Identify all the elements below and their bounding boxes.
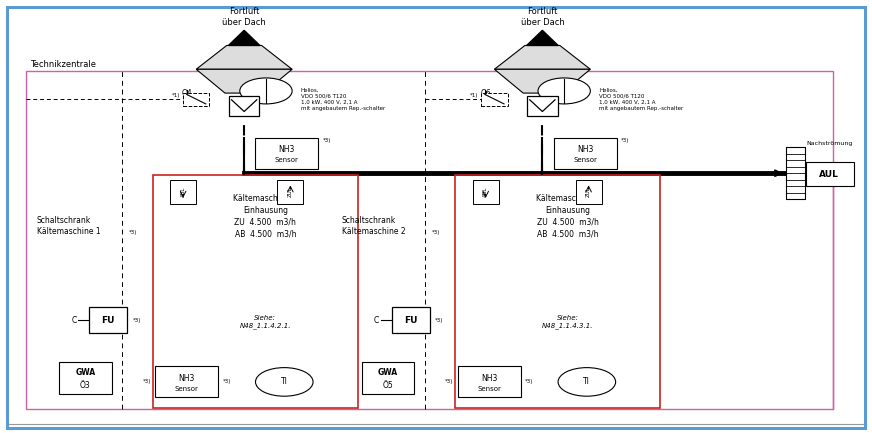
Text: NH3: NH3: [279, 145, 295, 154]
Text: *3): *3): [525, 379, 534, 385]
Bar: [786, 147, 805, 199]
Text: Sensor: Sensor: [174, 386, 199, 392]
Circle shape: [558, 368, 616, 396]
Text: Fortluft
über Dach: Fortluft über Dach: [521, 7, 564, 27]
Text: Siehe:
N48_1.1.4.3.1.: Siehe: N48_1.1.4.3.1.: [542, 315, 594, 329]
Text: Helios,
VDO 500/6 T120
1,0 kW, 400 V, 2,1 A
mit angebautem Rep.-schalter: Helios, VDO 500/6 T120 1,0 kW, 400 V, 2,…: [599, 87, 684, 111]
Text: Technikzentrale: Technikzentrale: [31, 60, 97, 69]
Text: Nachströmung: Nachströmung: [807, 141, 853, 146]
Polygon shape: [228, 30, 260, 45]
Bar: [392, 307, 430, 333]
Text: FU: FU: [101, 316, 115, 325]
Text: *3): *3): [133, 318, 141, 323]
Text: NH3: NH3: [577, 145, 593, 154]
Text: O4: O4: [182, 89, 193, 98]
Text: Schaltschrank
Kältemaschine 1: Schaltschrank Kältemaschine 1: [37, 216, 100, 236]
Text: NH3: NH3: [481, 374, 497, 383]
Text: NH3: NH3: [179, 374, 194, 383]
Text: *3): *3): [142, 379, 151, 385]
Text: Schaltschrank
Kältemaschine 2: Schaltschrank Kältemaschine 2: [342, 216, 405, 236]
Text: GWA: GWA: [378, 368, 399, 378]
Text: Ö3: Ö3: [80, 381, 91, 391]
Bar: [458, 366, 521, 397]
Polygon shape: [196, 69, 292, 93]
Bar: [170, 180, 196, 204]
Text: *3): *3): [129, 230, 138, 235]
Text: AUL: AUL: [820, 170, 839, 178]
Bar: [155, 366, 218, 397]
Text: Kältemaschine 2
Einhausung
ZU  4.500  m3/h
AB  4.500  m3/h: Kältemaschine 2 Einhausung ZU 4.500 m3/h…: [536, 194, 600, 239]
Text: Siehe:
N48_1.1.4.2.1.: Siehe: N48_1.1.4.2.1.: [240, 315, 291, 329]
Text: Ö5: Ö5: [383, 381, 393, 391]
Bar: [255, 138, 318, 169]
Text: O6: O6: [480, 89, 491, 98]
Text: C: C: [72, 316, 77, 325]
Circle shape: [240, 78, 292, 104]
Bar: [362, 362, 414, 394]
Bar: [277, 180, 303, 204]
Text: ABL: ABL: [483, 187, 488, 197]
Polygon shape: [196, 45, 292, 69]
Bar: [89, 307, 127, 333]
Text: Sensor: Sensor: [573, 157, 597, 163]
Text: *3): *3): [445, 379, 453, 385]
Text: *3): *3): [323, 138, 331, 143]
Bar: [473, 180, 499, 204]
Bar: [183, 93, 209, 106]
Polygon shape: [494, 45, 590, 69]
Text: *3): *3): [222, 379, 231, 385]
Text: Sensor: Sensor: [477, 386, 501, 392]
Bar: [59, 362, 112, 394]
Polygon shape: [527, 30, 558, 45]
Text: ZUL: ZUL: [586, 186, 591, 197]
Bar: [455, 175, 660, 408]
Text: Sensor: Sensor: [275, 157, 299, 163]
Circle shape: [255, 368, 313, 396]
Text: *1): *1): [172, 93, 181, 98]
Bar: [554, 138, 617, 169]
Bar: [481, 93, 508, 106]
Text: Fortluft
über Dach: Fortluft über Dach: [222, 7, 266, 27]
Bar: [153, 175, 358, 408]
Bar: [806, 162, 854, 186]
Text: ZUL: ZUL: [288, 186, 293, 197]
Bar: [228, 96, 260, 116]
Text: *3): *3): [621, 138, 630, 143]
Text: *3): *3): [432, 230, 440, 235]
Text: TI: TI: [583, 378, 590, 386]
Polygon shape: [494, 69, 590, 93]
Bar: [527, 96, 558, 116]
Text: GWA: GWA: [75, 368, 96, 378]
Bar: [576, 180, 602, 204]
Text: TI: TI: [281, 378, 288, 386]
Circle shape: [538, 78, 590, 104]
Bar: [26, 71, 833, 409]
Text: *1): *1): [470, 93, 479, 98]
Text: *3): *3): [435, 318, 444, 323]
Text: ABL: ABL: [181, 187, 186, 197]
Text: C: C: [374, 316, 379, 325]
Text: Helios,
VDO 500/6 T120
1,0 kW, 400 V, 2,1 A
mit angebautem Rep.-schalter: Helios, VDO 500/6 T120 1,0 kW, 400 V, 2,…: [301, 87, 385, 111]
Text: Kältemaschine 1
Einhausung
ZU  4.500  m3/h
AB  4.500  m3/h: Kältemaschine 1 Einhausung ZU 4.500 m3/h…: [234, 194, 297, 239]
Text: FU: FU: [404, 316, 418, 325]
